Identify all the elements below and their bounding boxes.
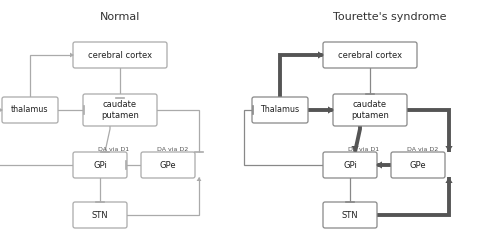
Text: GPe: GPe <box>160 160 176 170</box>
Text: caudate
putamen: caudate putamen <box>101 100 139 120</box>
FancyBboxPatch shape <box>323 42 417 68</box>
Polygon shape <box>70 52 74 58</box>
Text: Thalamus: Thalamus <box>260 106 300 114</box>
FancyBboxPatch shape <box>391 152 445 178</box>
FancyBboxPatch shape <box>73 152 127 178</box>
Text: thalamus: thalamus <box>11 106 49 114</box>
Polygon shape <box>0 108 3 112</box>
FancyBboxPatch shape <box>73 42 167 68</box>
FancyBboxPatch shape <box>141 152 195 178</box>
Polygon shape <box>318 52 324 59</box>
Polygon shape <box>352 146 358 152</box>
FancyBboxPatch shape <box>333 94 407 126</box>
Text: Normal: Normal <box>100 12 140 22</box>
FancyBboxPatch shape <box>323 152 377 178</box>
FancyBboxPatch shape <box>83 94 157 126</box>
Text: Tourette's syndrome: Tourette's syndrome <box>333 12 447 22</box>
Polygon shape <box>446 177 452 183</box>
Text: caudate
putamen: caudate putamen <box>351 100 389 120</box>
Text: GPi: GPi <box>343 160 357 170</box>
Text: DA via D1: DA via D1 <box>98 147 129 152</box>
Polygon shape <box>328 106 334 114</box>
FancyBboxPatch shape <box>323 202 377 228</box>
Polygon shape <box>376 162 382 168</box>
FancyBboxPatch shape <box>73 202 127 228</box>
Text: cerebral cortex: cerebral cortex <box>88 50 152 59</box>
Polygon shape <box>196 177 202 181</box>
Text: DA via D2: DA via D2 <box>407 147 438 152</box>
Text: STN: STN <box>92 210 108 220</box>
Text: DA via D2: DA via D2 <box>157 147 188 152</box>
Polygon shape <box>446 146 452 152</box>
FancyBboxPatch shape <box>2 97 58 123</box>
Text: DA via D1: DA via D1 <box>348 147 379 152</box>
Text: GPe: GPe <box>410 160 426 170</box>
Text: cerebral cortex: cerebral cortex <box>338 50 402 59</box>
FancyBboxPatch shape <box>252 97 308 123</box>
Text: GPi: GPi <box>93 160 107 170</box>
Text: STN: STN <box>342 210 358 220</box>
